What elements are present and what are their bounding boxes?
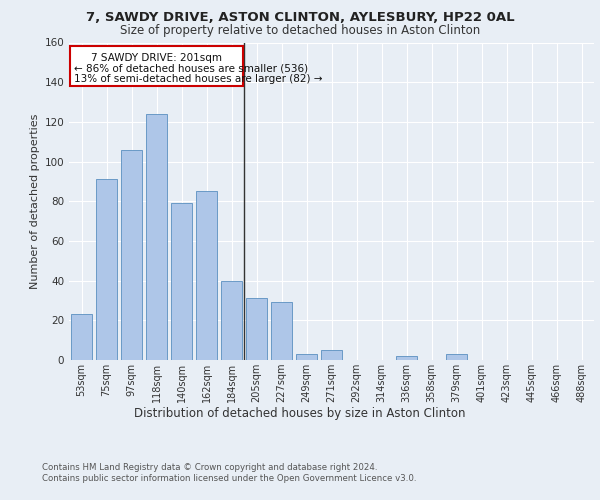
Bar bbox=[246, 298, 267, 360]
Bar bbox=[96, 180, 117, 360]
Text: 7 SAWDY DRIVE: 201sqm: 7 SAWDY DRIVE: 201sqm bbox=[91, 52, 222, 62]
Bar bbox=[71, 314, 92, 360]
Bar bbox=[70, 46, 243, 86]
Bar bbox=[396, 356, 417, 360]
Bar bbox=[121, 150, 142, 360]
Text: Contains HM Land Registry data © Crown copyright and database right 2024.: Contains HM Land Registry data © Crown c… bbox=[42, 462, 377, 471]
Text: 7, SAWDY DRIVE, ASTON CLINTON, AYLESBURY, HP22 0AL: 7, SAWDY DRIVE, ASTON CLINTON, AYLESBURY… bbox=[86, 11, 514, 24]
Bar bbox=[146, 114, 167, 360]
Text: ← 86% of detached houses are smaller (536): ← 86% of detached houses are smaller (53… bbox=[74, 64, 308, 74]
Text: Contains public sector information licensed under the Open Government Licence v3: Contains public sector information licen… bbox=[42, 474, 416, 483]
Bar bbox=[196, 192, 217, 360]
Bar bbox=[171, 203, 192, 360]
Bar bbox=[321, 350, 342, 360]
Text: Size of property relative to detached houses in Aston Clinton: Size of property relative to detached ho… bbox=[120, 24, 480, 37]
Y-axis label: Number of detached properties: Number of detached properties bbox=[30, 114, 40, 289]
Bar bbox=[296, 354, 317, 360]
Bar bbox=[221, 280, 242, 360]
Bar bbox=[446, 354, 467, 360]
Text: 13% of semi-detached houses are larger (82) →: 13% of semi-detached houses are larger (… bbox=[74, 74, 323, 84]
Bar bbox=[271, 302, 292, 360]
Text: Distribution of detached houses by size in Aston Clinton: Distribution of detached houses by size … bbox=[134, 408, 466, 420]
